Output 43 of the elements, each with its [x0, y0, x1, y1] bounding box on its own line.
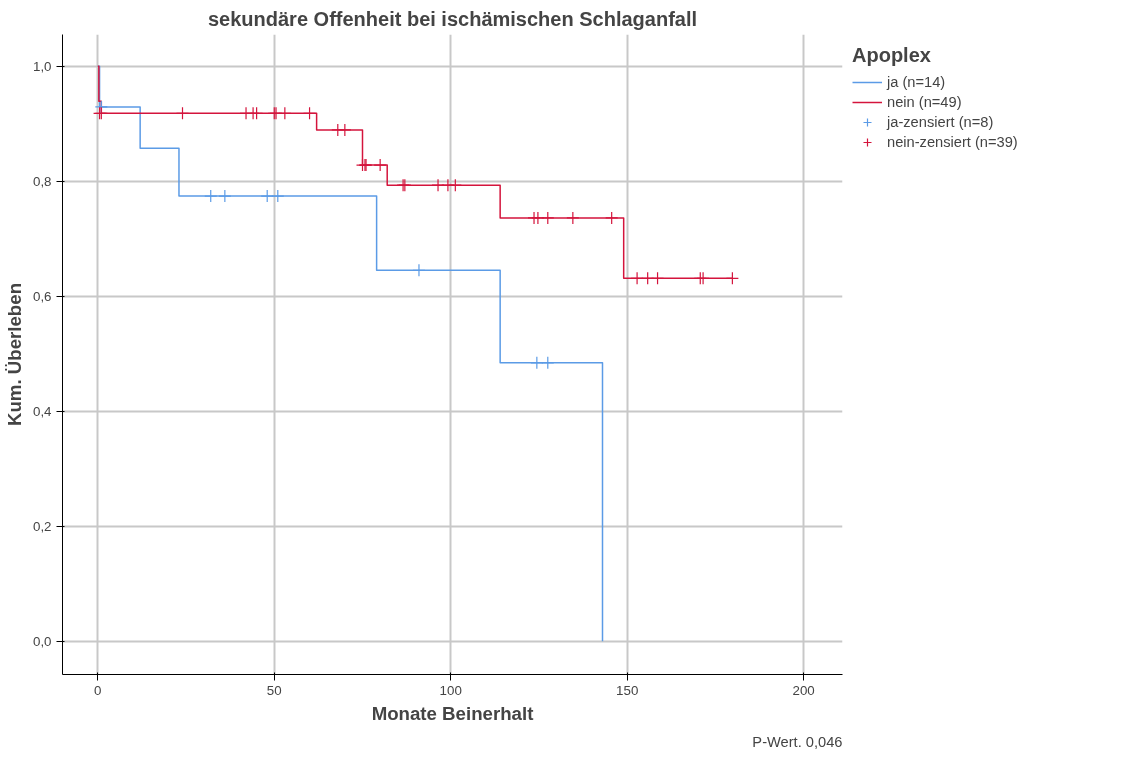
point	[204, 189, 218, 203]
y-tick-label: 0,2	[32, 518, 52, 534]
y-tick-label: 0,4	[32, 403, 53, 419]
point	[373, 158, 387, 172]
point	[271, 189, 285, 203]
point	[605, 211, 619, 225]
y-tick-label: 0,8	[32, 173, 52, 189]
point	[260, 189, 274, 203]
point	[531, 211, 545, 225]
point	[278, 106, 292, 120]
x-axis-title: Monate Beinerhalt	[371, 702, 534, 724]
point	[412, 263, 426, 277]
point	[630, 271, 644, 285]
x-tick-label: 50	[266, 682, 282, 698]
legend-label: nein (n=49)	[887, 94, 962, 110]
point	[175, 106, 190, 120]
point	[541, 356, 555, 370]
point	[541, 211, 555, 225]
point	[338, 123, 352, 137]
legend-label: ja (n=14)	[887, 74, 946, 90]
point	[530, 356, 544, 370]
point	[448, 178, 462, 192]
point	[650, 271, 665, 285]
point	[218, 189, 232, 203]
x-tick-label: 100	[439, 682, 462, 698]
chart-title: sekundäre Offenheit bei ischämischen Schlaganfall	[207, 7, 698, 30]
x-tick-label: 0	[94, 682, 102, 698]
point	[725, 271, 739, 285]
y-axis-title: Kum. Überleben	[3, 282, 25, 427]
point	[250, 106, 264, 120]
x-tick-label: 150	[616, 682, 639, 698]
legend-label: nein-zensiert (n=39)	[887, 134, 1018, 150]
x-tick-label: 200	[792, 682, 815, 698]
point	[302, 106, 317, 120]
legend-label: ja-zensiert (n=8)	[887, 114, 994, 130]
legend-title: Apoplex	[852, 44, 932, 67]
point	[566, 211, 580, 225]
text: P-Wert. 0,046	[752, 733, 843, 750]
point	[431, 178, 445, 192]
y-tick-label: 1,0	[32, 58, 52, 74]
y-tick-label: 0,0	[32, 633, 52, 649]
point	[641, 271, 655, 285]
y-tick-label: 0,6	[32, 288, 52, 304]
